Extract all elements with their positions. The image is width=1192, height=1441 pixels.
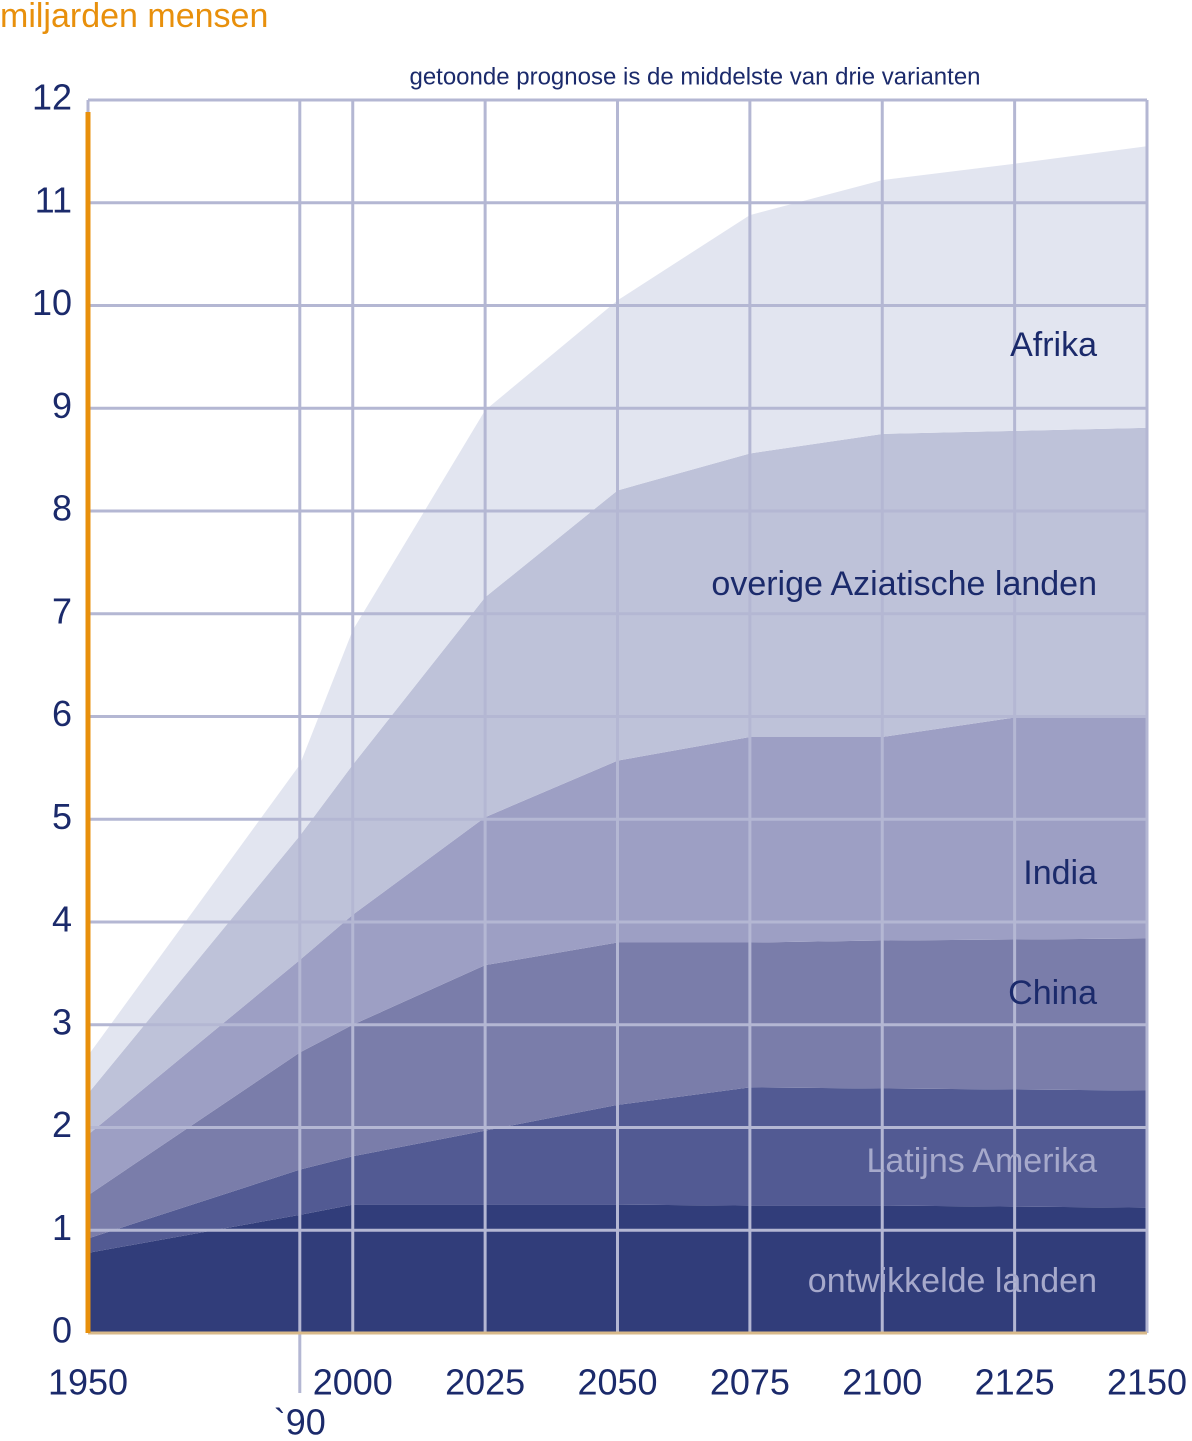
series-label: overige Aziatische landen [711, 565, 1097, 603]
y-tick-label: 5 [52, 796, 72, 837]
y-tick-label: 12 [32, 77, 72, 118]
y-tick-label: 7 [52, 590, 72, 631]
series-label: Afrika [1010, 326, 1097, 364]
x-tick-label: 2025 [445, 1362, 525, 1403]
x-tick-label: 2050 [577, 1362, 657, 1403]
y-tick-label: 10 [32, 282, 72, 323]
y-tick-label: 4 [52, 899, 72, 940]
y-tick-label: 0 [52, 1310, 72, 1351]
x-tick-label: 1950 [48, 1362, 128, 1403]
series-label: ontwikkelde landen [808, 1262, 1097, 1300]
y-axis-title: miljarden mensen [0, 0, 268, 35]
x-tick-label: 2125 [975, 1362, 1055, 1403]
x-tick-label: 2075 [710, 1362, 790, 1403]
x-tick-label: 2000 [313, 1362, 393, 1403]
x-tick-label: `90 [274, 1402, 326, 1441]
y-tick-label: 6 [52, 693, 72, 734]
y-tick-label: 1 [52, 1207, 72, 1248]
series-label: Latijns Amerika [866, 1142, 1097, 1180]
y-tick-label: 2 [52, 1104, 72, 1145]
x-tick-label: 2100 [842, 1362, 922, 1403]
y-tick-label: 11 [35, 179, 72, 220]
x-tick-label: 2150 [1107, 1362, 1187, 1403]
y-tick-label: 8 [52, 488, 72, 529]
series-label: China [1008, 974, 1097, 1012]
chart-subtitle: getoonde prognose is de middelste van dr… [409, 63, 980, 90]
series-label: India [1023, 854, 1097, 892]
y-tick-label: 3 [52, 1001, 72, 1042]
y-tick-label: 9 [52, 385, 72, 426]
